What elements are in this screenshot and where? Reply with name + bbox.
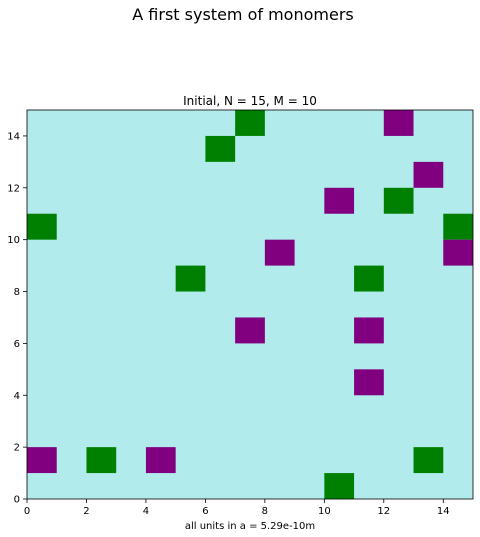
y-tick-label-6: 12 xyxy=(7,183,20,194)
plot-area xyxy=(26,109,474,500)
cell-green-11 xyxy=(354,265,384,292)
cell-purple-1 xyxy=(383,110,414,136)
x-axis: 0 2 4 6 8 10 12 14 xyxy=(24,499,450,517)
x-tick-label-6: 12 xyxy=(377,506,390,517)
y-tick-label-0: 0 xyxy=(14,495,20,506)
y-tick-label-3: 6 xyxy=(14,339,20,350)
cell-green-19 xyxy=(324,473,355,499)
y-tick-label-2: 4 xyxy=(14,391,20,402)
x-tick-label-4: 8 xyxy=(262,506,268,517)
axes-frame xyxy=(26,109,474,500)
cell-green-6 xyxy=(27,213,57,240)
y-tick-label-5: 10 xyxy=(7,235,20,246)
cell-purple-3 xyxy=(413,161,444,188)
cell-green-7 xyxy=(443,213,473,240)
cell-green-5 xyxy=(383,187,414,214)
cell-green-10 xyxy=(175,265,206,292)
y-axis: 0 2 4 6 8 10 12 14 xyxy=(7,131,27,506)
axes-title: Initial, N = 15, M = 10 xyxy=(183,94,317,108)
figure-suptitle: A first system of monomers xyxy=(132,5,353,24)
x-axis-label: all units in a = 5.29e-10m xyxy=(185,521,315,532)
cell-purple-4 xyxy=(324,187,355,214)
cell-purple-12 xyxy=(235,317,265,344)
heatmap-background xyxy=(27,110,473,499)
cell-purple-17 xyxy=(145,447,176,474)
y-tick-label-7: 14 xyxy=(7,131,20,142)
y-tick-label-4: 8 xyxy=(14,287,20,298)
x-tick-label-5: 10 xyxy=(318,506,331,517)
x-tick-label-3: 6 xyxy=(202,506,208,517)
cell-green-2 xyxy=(205,135,236,162)
x-tick-label-0: 0 xyxy=(24,506,30,517)
cell-purple-8 xyxy=(264,239,295,266)
y-tick-label-1: 2 xyxy=(14,443,20,454)
x-tick-label-2: 4 xyxy=(143,506,149,517)
cell-green-18 xyxy=(413,447,444,474)
x-tick-label-7: 14 xyxy=(437,506,450,517)
cell-purple-14 xyxy=(354,369,384,396)
cell-green-0 xyxy=(235,110,265,136)
cell-purple-9 xyxy=(443,239,473,266)
cell-purple-15 xyxy=(27,447,57,474)
cell-green-16 xyxy=(86,447,117,474)
cell-purple-13 xyxy=(354,317,384,344)
x-tick-label-1: 2 xyxy=(83,506,89,517)
